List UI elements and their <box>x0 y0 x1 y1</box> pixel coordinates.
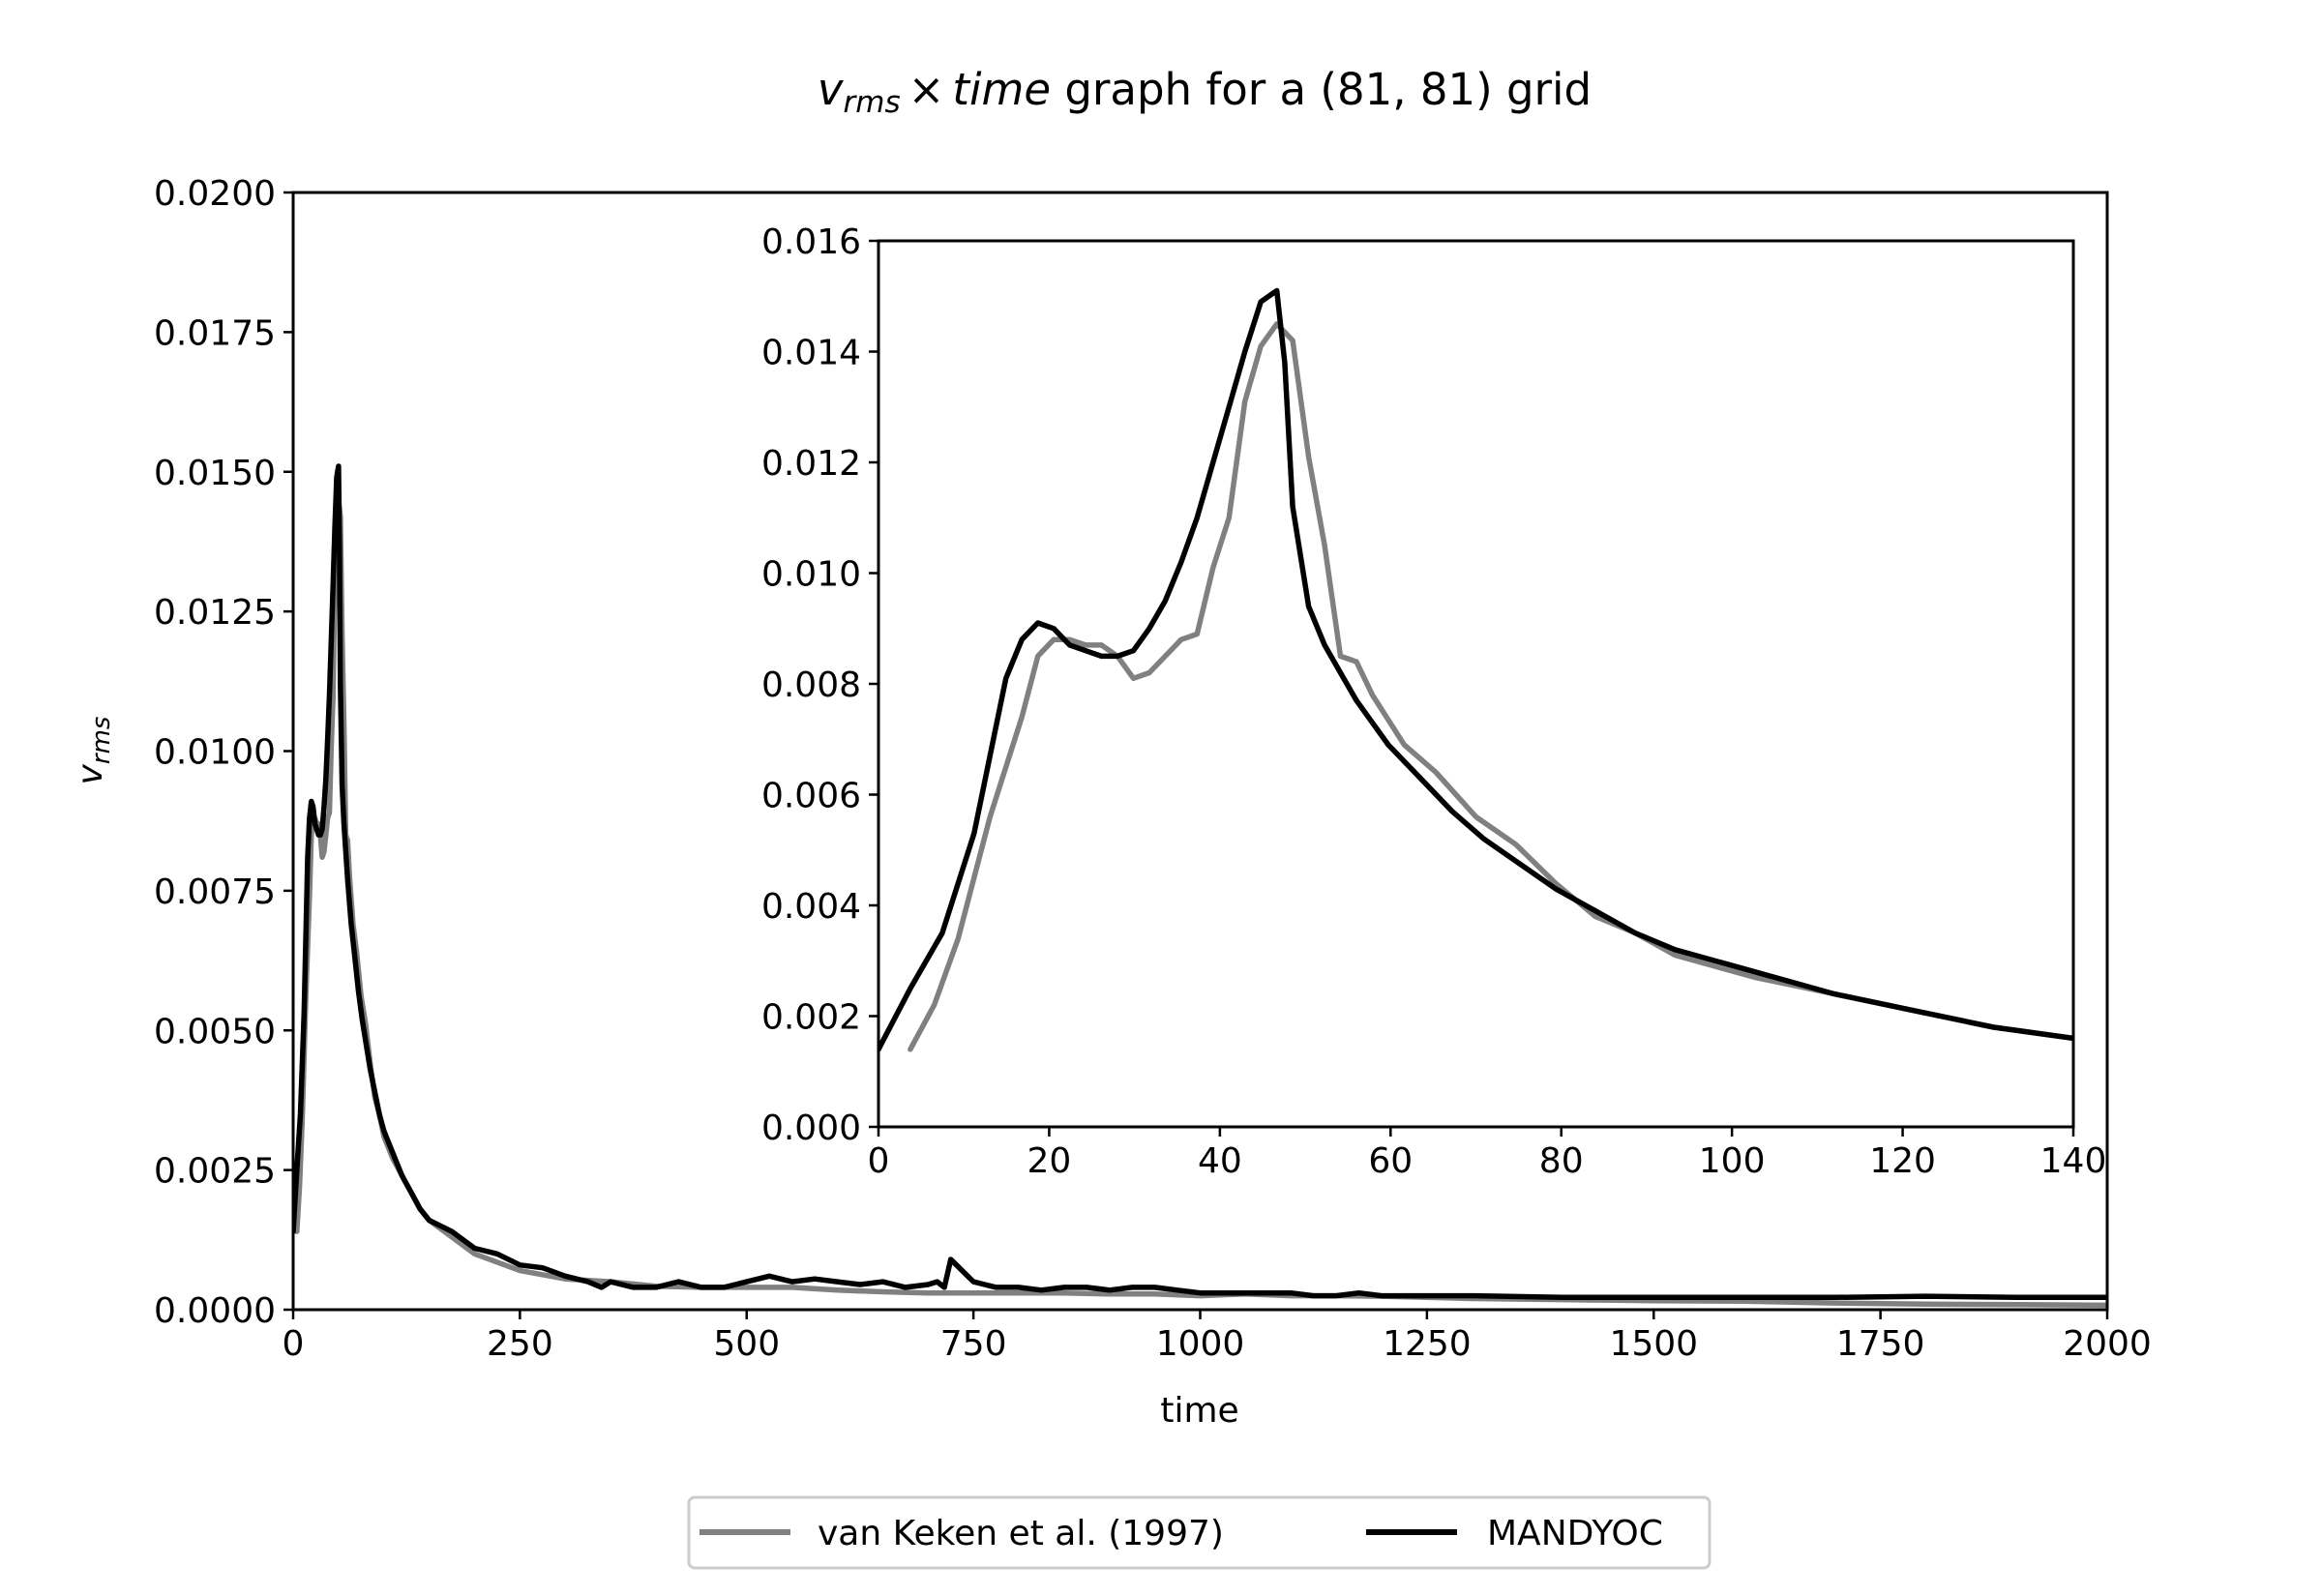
inset-background <box>878 241 2073 1127</box>
inset-series-line-mandyoc <box>878 287 2073 1052</box>
inset-x-tick-label: 40 <box>1198 1141 1242 1181</box>
inset-x-tick-label: 120 <box>1869 1141 1936 1181</box>
main-x-tick-label: 750 <box>940 1324 1007 1364</box>
chart-title: vrms × time graph for a (81, 81) grid <box>818 64 1592 120</box>
main-x-tick-label: 1250 <box>1383 1324 1472 1364</box>
inset-plot-area: 0 20 40 60 80 100 120 140 0.000 0.002 0.004 0.006 0… <box>761 222 2107 1181</box>
inset-series-line-van-keken <box>908 321 2073 1052</box>
main-x-tick-label: 1500 <box>1609 1324 1698 1364</box>
main-x-tick-label: 1000 <box>1156 1324 1245 1364</box>
main-series-line-mandyoc <box>293 463 2107 1301</box>
inset-x-tick-label: 80 <box>1539 1141 1584 1181</box>
main-x-tick-label: 2000 <box>2063 1324 2152 1364</box>
inset-y-tick-label: 0.004 <box>761 887 861 927</box>
legend: van Keken et al. (1997) MANDYOC <box>687 1495 1712 1570</box>
y-axis-label: vrms <box>71 717 116 785</box>
main-y-tick-label: 0.0075 <box>154 872 276 912</box>
main-y-tick-label: 0.0125 <box>154 593 276 633</box>
inset-x-tick-label: 0 <box>868 1141 890 1181</box>
legend-label-van-keken: van Keken et al. (1997) <box>818 1514 1224 1553</box>
inset-x-tick-label: 100 <box>1699 1141 1766 1181</box>
inset-y-tick-label: 0.012 <box>761 444 861 484</box>
main-x-tick-label: 1750 <box>1836 1324 1925 1364</box>
inset-y-tick-label: 0.014 <box>761 334 861 373</box>
legend-label-mandyoc: MANDYOC <box>1487 1514 1663 1553</box>
inset-y-tick-label: 0.008 <box>761 665 861 705</box>
main-x-tick-label: 250 <box>487 1324 553 1364</box>
legend-frame <box>687 1495 1712 1570</box>
inset-x-tick-label: 140 <box>2040 1141 2107 1181</box>
inset-y-tick-label: 0.006 <box>761 777 861 816</box>
main-y-tick-label: 0.0100 <box>154 733 276 773</box>
main-x-tick-label: 500 <box>713 1324 780 1364</box>
main-y-tick-label: 0.0025 <box>154 1152 276 1192</box>
inset-y-tick-label: 0.010 <box>761 555 861 595</box>
inset-y-tick-label: 0.000 <box>761 1108 861 1148</box>
main-y-tick-label: 0.0200 <box>154 174 276 214</box>
main-y-tick-label: 0.0000 <box>154 1291 276 1331</box>
main-y-tick-label: 0.0050 <box>154 1012 276 1051</box>
main-y-tick-label: 0.0175 <box>154 313 276 353</box>
inset-y-tick-label: 0.002 <box>761 998 861 1038</box>
main-x-tick-label: 0 <box>283 1324 305 1364</box>
main-plot-area: 0 250 500 750 1000 1250 1500 1750 2000 0.00000.0… <box>154 174 2152 1364</box>
main-y-tick-label: 0.0150 <box>154 454 276 493</box>
inset-y-tick-label: 0.016 <box>761 222 861 262</box>
inset-x-tick-label: 60 <box>1368 1141 1413 1181</box>
x-axis-label: time <box>1160 1391 1238 1431</box>
inset-x-tick-label: 20 <box>1027 1141 1072 1181</box>
